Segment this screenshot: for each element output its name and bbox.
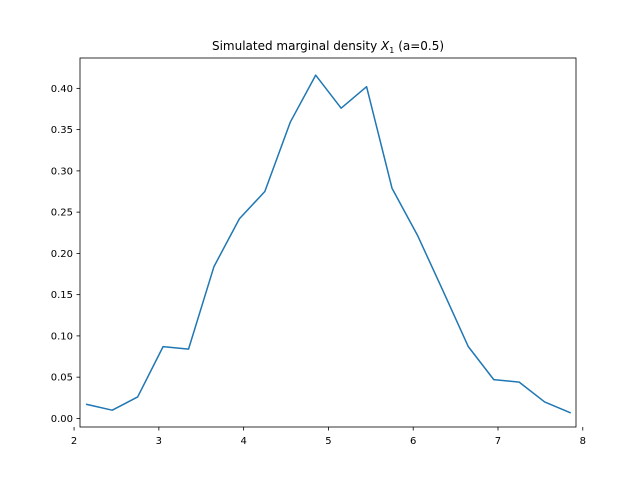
density-series-line	[85, 74, 572, 414]
y-tick-label: 0.10	[51, 331, 73, 342]
y-tick-label: 0.20	[51, 249, 73, 260]
chart-title-suffix: (a=0.5)	[394, 39, 444, 53]
chart-title: Simulated marginal density X1 (a=0.5)	[212, 39, 444, 55]
y-tick-label: 0.15	[51, 290, 73, 301]
x-tick-label: 5	[325, 436, 331, 447]
y-tick-label: 0.30	[51, 166, 73, 177]
chart-title-symbol: X	[380, 39, 390, 53]
x-tick-label: 6	[410, 436, 416, 447]
plot-frame	[79, 57, 577, 428]
y-tick-label: 0.35	[51, 125, 73, 136]
x-tick-label: 3	[156, 436, 162, 447]
y-tick-label: 0.40	[51, 84, 73, 95]
x-tick-label: 2	[71, 436, 77, 447]
y-tick-label: 0.25	[51, 208, 73, 219]
chart-title-prefix: Simulated marginal density	[212, 39, 381, 53]
axis-ticks: 2 3 4 5 6 7 8 0.00 0.05 0.10 0.15 0.20 0.25 0.30 0.35 0…	[51, 84, 586, 447]
x-tick-label: 7	[495, 436, 501, 447]
series-layer	[85, 74, 572, 414]
x-tick-label: 8	[580, 436, 586, 447]
x-tick-label: 4	[240, 436, 246, 447]
y-tick-label: 0.05	[51, 373, 73, 384]
y-tick-label: 0.00	[51, 414, 73, 425]
chart-title-subscript: 1	[389, 46, 394, 55]
